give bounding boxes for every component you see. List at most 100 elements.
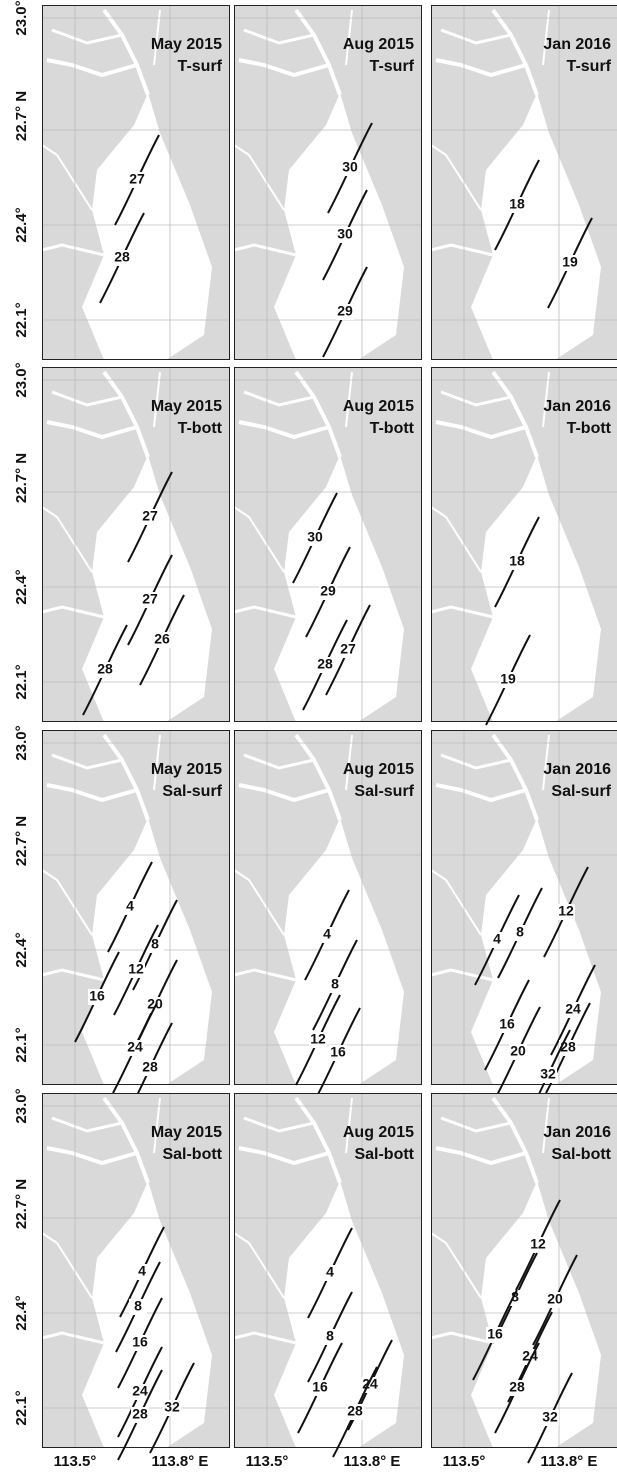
map-panel: 27 27 26 28 May 2015 T-bott	[40, 365, 232, 724]
contour-label: 12	[530, 1236, 546, 1252]
contour-label-bg	[498, 1017, 516, 1033]
contour-label-bg	[326, 977, 344, 993]
y-axis-label: 23.0°	[13, 0, 30, 35]
contour-label-bg	[311, 1380, 329, 1396]
map-panel: 4 8 16 24 28 32 May 2015 Sal-bott	[40, 1091, 232, 1461]
contour-label: 20	[510, 1043, 526, 1059]
map-panel: 18 19 Jan 2016 T-surf	[429, 3, 617, 362]
contour-label: 16	[487, 1326, 503, 1342]
panel-variable: T-surf	[370, 58, 415, 75]
contour-label: 8	[511, 1289, 519, 1305]
contour-label-bg	[129, 1299, 147, 1315]
contour-label: 8	[326, 1328, 334, 1344]
panel-date: Aug 2015	[343, 1124, 414, 1141]
contour-label: 8	[516, 924, 524, 940]
panel-variable: T-surf	[567, 58, 612, 75]
x-axis-label: 113.5°	[246, 1453, 289, 1470]
panel-date: Aug 2015	[343, 761, 414, 778]
contour-label: 28	[142, 1059, 158, 1075]
contour-label-bg	[529, 1237, 547, 1253]
y-axis-label: 22.1°	[13, 1390, 30, 1425]
contour-label: 4	[138, 1263, 146, 1279]
contour-label-bg	[346, 1404, 364, 1420]
contour-label-bg	[96, 662, 114, 678]
contour-label-bg	[88, 989, 106, 1005]
panel-date: Jan 2016	[543, 398, 611, 415]
panel-variable: Sal-bott	[354, 1146, 414, 1163]
contour-label: 16	[330, 1044, 346, 1060]
panel-variable: T-surf	[178, 58, 223, 75]
contour-label-bg	[128, 172, 146, 188]
contour-label: 20	[547, 1291, 563, 1307]
contour-label: 28	[114, 249, 130, 265]
contour-label-bg	[133, 1264, 151, 1280]
panel-date: May 2015	[151, 36, 222, 53]
contour-label-bg	[319, 584, 337, 600]
contour-label: 29	[337, 303, 353, 319]
contour-label: 28	[347, 1403, 363, 1419]
y-axis-label: 22.4°	[13, 207, 30, 242]
y-axis-label: 22.4°	[13, 1295, 30, 1330]
contour-label-bg	[316, 657, 334, 673]
y-axis-label: 22.1°	[13, 302, 30, 337]
contour-label-bg	[127, 962, 145, 978]
contour-label: 32	[540, 1066, 556, 1082]
contour-label: 12	[128, 961, 144, 977]
contour-label: 26	[154, 631, 170, 647]
contour-label-bg	[509, 1044, 527, 1060]
contour-label: 12	[558, 903, 574, 919]
panel-variable: Sal-bott	[551, 1146, 611, 1163]
panel-variable: Sal-surf	[162, 783, 222, 800]
contour-label-bg	[508, 1380, 526, 1396]
contour-label: 4	[493, 931, 501, 947]
contour-label: 27	[340, 641, 356, 657]
panel-variable: T-bott	[178, 420, 223, 437]
contour-label-bg	[557, 904, 575, 920]
contour-label: 28	[132, 1406, 148, 1422]
contour-label: 32	[542, 1409, 558, 1425]
contour-label: 24	[132, 1383, 148, 1399]
contour-label-bg	[131, 1335, 149, 1351]
contour-label-bg	[321, 1265, 339, 1281]
panel-date: Jan 2016	[543, 36, 611, 53]
contour-label: 4	[323, 926, 331, 942]
contour-label: 8	[134, 1298, 142, 1314]
contour-label: 8	[151, 936, 159, 952]
contour-label-bg	[499, 672, 517, 688]
contour-label: 8	[331, 976, 339, 992]
contour-label: 19	[562, 254, 578, 270]
contour-label: 16	[89, 988, 105, 1004]
contour-label: 27	[142, 591, 158, 607]
contour-label: 30	[342, 159, 358, 175]
contour-label-bg	[309, 1032, 327, 1048]
contour-label: 30	[307, 529, 323, 545]
map-panel: 4 8 12 16 20 24 28 May 2015 Sal-surf	[40, 728, 232, 1114]
panel-date: Aug 2015	[343, 36, 414, 53]
contour-label: 19	[500, 671, 516, 687]
contour-label: 18	[509, 553, 525, 569]
contour-label: 24	[565, 1001, 581, 1017]
contour-label: 28	[97, 661, 113, 677]
contour-label-bg	[339, 642, 357, 658]
y-axis-label: 22.4°	[13, 932, 30, 967]
contour-label: 20	[147, 996, 163, 1012]
x-axis-label: 113.5°	[443, 1453, 486, 1470]
panel-variable: T-bott	[370, 420, 415, 437]
map-panel: 27 28 May 2015 T-surf	[40, 3, 232, 362]
y-axis-label: 22.7° N	[13, 1179, 30, 1229]
contour-label-bg	[336, 227, 354, 243]
x-axis-label: 113.8° E	[541, 1453, 598, 1470]
panel-variable: Sal-bott	[162, 1146, 222, 1163]
contour-label: 16	[132, 1334, 148, 1350]
contour-label-bg	[121, 899, 139, 915]
contour-label-bg	[163, 1400, 181, 1416]
contour-label-bg	[561, 255, 579, 271]
contour-label-bg	[541, 1410, 559, 1426]
contour-label: 16	[312, 1379, 328, 1395]
panel-date: Jan 2016	[543, 1124, 611, 1141]
contour-label-bg	[488, 932, 506, 948]
y-axis-label: 22.7° N	[13, 816, 30, 866]
